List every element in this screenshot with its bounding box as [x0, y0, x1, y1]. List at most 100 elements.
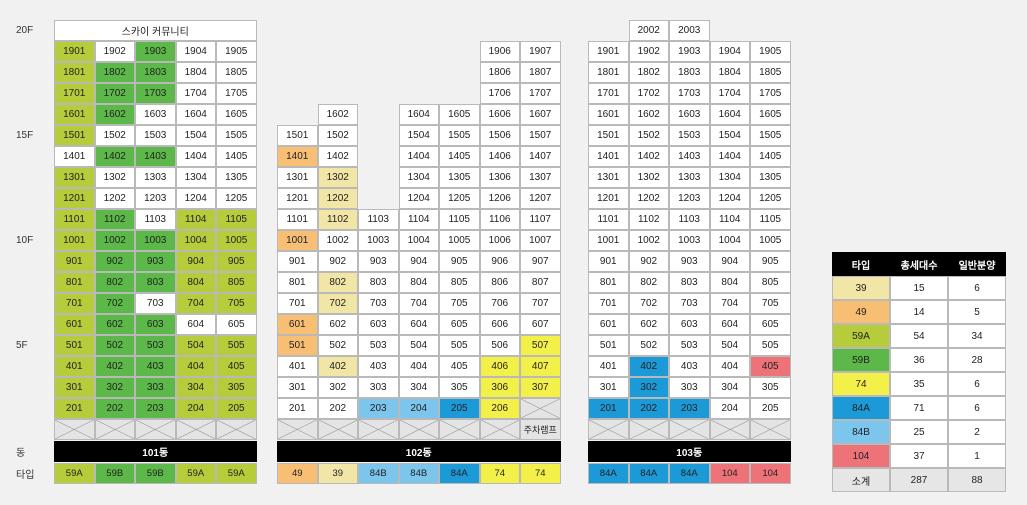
legend-row-cell: 28: [948, 348, 1006, 372]
type-cell: 84A: [439, 463, 480, 484]
unit-cell: 402: [628, 356, 669, 377]
unit-cell: 305: [216, 377, 257, 398]
unit-cell: 1302: [628, 167, 669, 188]
unit-cell: 1605: [750, 104, 791, 125]
unit-cell: 803: [135, 272, 176, 293]
legend-row-cell: 84B: [832, 420, 890, 444]
unit-cell: 705: [439, 293, 480, 314]
unit-cell: 806: [479, 272, 520, 293]
unit-cell: 403: [669, 356, 710, 377]
unit-cell: 1804: [709, 62, 750, 83]
unit-cell: 1101: [588, 209, 629, 230]
type-cell: 59B: [135, 463, 176, 484]
piloti-cell: [175, 419, 216, 440]
unit-cell: 1105: [750, 209, 791, 230]
unit-cell: 1302: [317, 167, 358, 188]
unit-cell: 605: [216, 314, 257, 335]
piloti-cell: [317, 419, 358, 440]
unit-cell: 603: [358, 314, 399, 335]
unit-cell: 507: [520, 335, 561, 356]
unit-cell: 1303: [135, 167, 176, 188]
unit-cell: 1707: [520, 83, 561, 104]
unit-cell: 1006: [479, 230, 520, 251]
unit-cell: 1706: [479, 83, 520, 104]
unit-cell: 1606: [479, 104, 520, 125]
unit-cell: 801: [277, 272, 318, 293]
unit-cell: 1803: [135, 62, 176, 83]
unit-cell: 1801: [54, 62, 95, 83]
unit-cell: 1602: [94, 104, 135, 125]
unit-cell: 1505: [750, 125, 791, 146]
unit-cell: 1402: [94, 146, 135, 167]
unit-cell: 204: [398, 398, 439, 419]
unit-cell: 1905: [216, 41, 257, 62]
unit-cell: 704: [398, 293, 439, 314]
legend-row-cell: 49: [832, 300, 890, 324]
unit-cell: 1304: [175, 167, 216, 188]
legend-row-cell: 37: [890, 444, 948, 468]
unit-cell: 501: [277, 335, 318, 356]
unit-cell: 605: [439, 314, 480, 335]
unit-cell: 1305: [439, 167, 480, 188]
piloti-cell: [398, 419, 439, 440]
unit-cell: 505: [216, 335, 257, 356]
legend-row-cell: 6: [948, 276, 1006, 300]
unit-cell: 601: [54, 314, 95, 335]
unit-cell: 1002: [317, 230, 358, 251]
unit-cell: 1005: [216, 230, 257, 251]
piloti-cell: [750, 419, 791, 440]
unit-cell: 1001: [277, 230, 318, 251]
unit-cell: 1501: [277, 125, 318, 146]
unit-cell: 204: [709, 398, 750, 419]
unit-cell: 1802: [628, 62, 669, 83]
unit-cell: 1403: [669, 146, 710, 167]
unit-cell: 501: [588, 335, 629, 356]
unit-cell: 1905: [750, 41, 791, 62]
unit-cell: 1205: [439, 188, 480, 209]
unit-cell: 1005: [750, 230, 791, 251]
unit-cell: 1704: [709, 83, 750, 104]
legend-row-cell: 5: [948, 300, 1006, 324]
unit-cell: 1105: [439, 209, 480, 230]
unit-cell: 402: [317, 356, 358, 377]
unit-cell: 1305: [750, 167, 791, 188]
unit-cell: 1102: [317, 209, 358, 230]
type-cell: 74: [520, 463, 561, 484]
unit-cell: 304: [398, 377, 439, 398]
unit-cell: 1102: [94, 209, 135, 230]
unit-cell: 506: [479, 335, 520, 356]
unit-cell: 401: [54, 356, 95, 377]
unit-cell: 1607: [520, 104, 561, 125]
unit-cell: 1602: [628, 104, 669, 125]
legend-total-cell: 88: [948, 468, 1006, 492]
unit-cell: 1506: [479, 125, 520, 146]
unit-cell: 1101: [54, 209, 95, 230]
unit-cell: 1401: [54, 146, 95, 167]
unit-cell: 805: [216, 272, 257, 293]
unit-cell: 604: [398, 314, 439, 335]
unit-cell: 502: [628, 335, 669, 356]
unit-cell: 404: [398, 356, 439, 377]
unit-cell: 1503: [135, 125, 176, 146]
unit-cell: 1304: [398, 167, 439, 188]
unit-cell: 904: [175, 251, 216, 272]
unit-cell: 805: [439, 272, 480, 293]
unit-cell: 1002: [94, 230, 135, 251]
unit-cell: 1106: [479, 209, 520, 230]
unit-cell: 1502: [628, 125, 669, 146]
unit-cell: 203: [669, 398, 710, 419]
unit-cell: 1004: [709, 230, 750, 251]
floor-label: 동: [16, 448, 26, 459]
unit-cell: 701: [588, 293, 629, 314]
legend-total-cell: 소계: [832, 468, 890, 492]
unit-cell: 1301: [54, 167, 95, 188]
unit-cell: 901: [588, 251, 629, 272]
building-name-bar: 103동: [588, 441, 791, 462]
unit-cell: 203: [358, 398, 399, 419]
unit-cell: 1605: [439, 104, 480, 125]
unit-cell: 1501: [54, 125, 95, 146]
piloti-cell: [709, 419, 750, 440]
unit-cell: 505: [750, 335, 791, 356]
unit-cell: 401: [588, 356, 629, 377]
unit-cell: 1502: [317, 125, 358, 146]
